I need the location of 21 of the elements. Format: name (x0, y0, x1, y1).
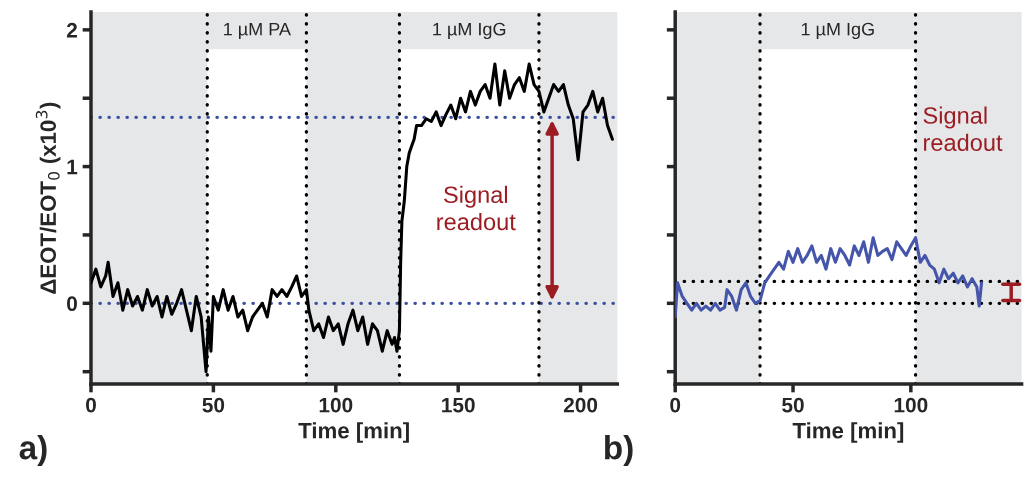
x-tick-label: 150 (442, 397, 475, 413)
band-label: 1 µM IgG (433, 22, 506, 40)
annotation: Signal readout (437, 185, 516, 231)
x-tick-label: 100 (319, 397, 353, 413)
x-tick-label: 50 (782, 397, 804, 413)
x-tick-label: 200 (563, 397, 598, 413)
text: b) (605, 435, 633, 467)
band-label: 1 µM IgG (801, 22, 874, 40)
annotation: Signal readout (923, 106, 1003, 151)
x-tick-label: 0 (86, 397, 96, 413)
y-axis-title: ΔEOT/EOT$_{0}$ (x10$^{3}$) (35, 102, 61, 294)
y-tick-label: 2 (66, 22, 77, 38)
text: a) (19, 435, 47, 467)
x-tick-label: 0 (670, 397, 681, 413)
y-tick-label: 1 (67, 159, 78, 175)
band-label: 1 µM PA (224, 22, 291, 40)
x-axis-title: Time [min] (792, 422, 904, 443)
x-axis-title: Time [min] (298, 422, 409, 443)
x-tick-label: 50 (202, 397, 225, 413)
x-tick-label: 100 (894, 397, 928, 413)
y-tick-label: 0 (67, 296, 77, 312)
